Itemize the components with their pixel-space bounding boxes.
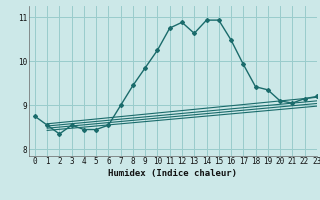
X-axis label: Humidex (Indice chaleur): Humidex (Indice chaleur) — [108, 169, 237, 178]
